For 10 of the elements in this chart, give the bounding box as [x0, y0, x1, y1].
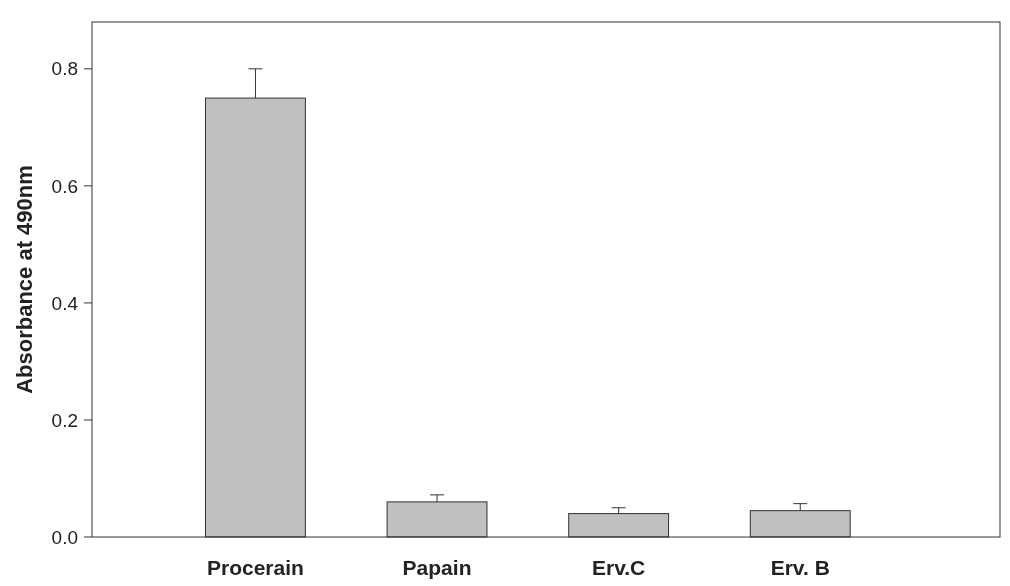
y-tick-label: 0.2	[51, 409, 78, 431]
y-tick-label: 0.4	[51, 292, 79, 314]
x-tick-label: Papain	[402, 556, 472, 579]
x-tick-label: Erv.C	[591, 556, 646, 579]
y-tick-label: 0.8	[51, 58, 78, 80]
y-tick-label: 0.6	[51, 175, 78, 197]
y-tick-label: 0.0	[51, 526, 78, 548]
y-axis-title: Absorbance at 490nm	[12, 165, 37, 394]
x-tick-label: Erv. B	[770, 556, 830, 579]
x-tick-label: Procerain	[206, 556, 304, 579]
